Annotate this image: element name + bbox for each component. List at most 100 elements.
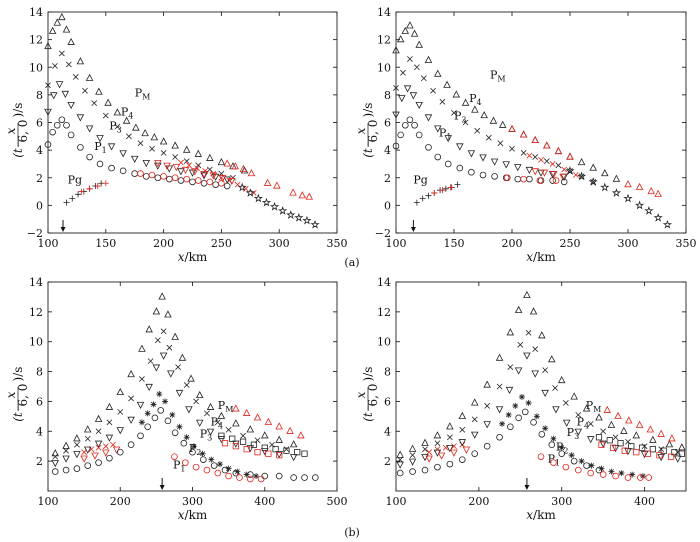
data-point xyxy=(393,85,399,91)
data-point xyxy=(85,125,94,133)
data-point xyxy=(175,364,181,370)
data-point xyxy=(560,178,568,186)
data-point xyxy=(514,305,523,313)
data-point xyxy=(514,175,522,183)
data-point xyxy=(183,434,190,441)
data-point xyxy=(662,219,673,229)
x-tick-label: 500 xyxy=(327,495,348,508)
data-point xyxy=(562,463,570,471)
data-point xyxy=(523,352,531,360)
y-axis-title-suffix: )/s xyxy=(11,367,25,382)
data-point xyxy=(525,399,532,406)
data-point xyxy=(272,446,279,453)
data-point xyxy=(55,81,64,89)
data-point xyxy=(223,159,231,167)
data-point xyxy=(443,80,451,88)
data-point xyxy=(231,162,240,170)
data-point xyxy=(499,420,506,427)
data-point xyxy=(632,431,641,439)
data-point xyxy=(531,135,539,144)
data-point xyxy=(182,145,191,153)
data-point xyxy=(645,474,653,481)
data-point xyxy=(583,462,590,469)
data-point xyxy=(199,450,206,457)
data-point xyxy=(396,35,405,43)
data-point xyxy=(403,85,412,93)
data-point xyxy=(283,447,290,454)
data-point xyxy=(276,452,283,459)
data-point xyxy=(67,101,75,110)
data-point xyxy=(116,448,124,456)
data-point xyxy=(51,460,59,468)
data-point xyxy=(289,440,298,448)
data-point xyxy=(106,419,113,426)
data-point xyxy=(48,26,57,34)
series-triangle-up-red xyxy=(603,405,676,442)
data-point xyxy=(253,193,264,203)
data-point xyxy=(507,423,514,431)
data-point xyxy=(130,155,139,163)
data-point xyxy=(269,201,280,211)
data-point xyxy=(225,472,232,480)
data-point xyxy=(119,150,127,158)
y-tick-label: 14 xyxy=(29,276,43,289)
data-point xyxy=(532,154,539,160)
data-point xyxy=(601,169,609,177)
data-point xyxy=(275,422,283,430)
data-point xyxy=(74,441,80,448)
y-tick-label: 6 xyxy=(384,117,391,130)
phase-label: Pg xyxy=(413,173,427,186)
data-point xyxy=(433,125,442,133)
data-point xyxy=(217,436,226,444)
series-circle-black xyxy=(51,407,319,481)
data-point xyxy=(612,434,619,441)
y-tick-label: 4 xyxy=(384,144,391,157)
data-point xyxy=(431,189,438,196)
x-tick-label: 400 xyxy=(634,495,655,508)
series-triangle-down-black xyxy=(396,352,682,469)
y-tick-label: 8 xyxy=(384,89,391,102)
data-point xyxy=(172,164,181,172)
data-point xyxy=(462,446,471,454)
data-point xyxy=(540,169,549,177)
data-point xyxy=(446,422,454,430)
data-point xyxy=(624,448,632,456)
data-point xyxy=(137,140,144,147)
data-point xyxy=(52,62,58,69)
data-point xyxy=(526,152,533,159)
data-point xyxy=(668,434,676,442)
phase-label: P1 xyxy=(173,459,186,474)
data-point xyxy=(654,189,662,197)
y-tick-label: 14 xyxy=(29,6,43,19)
series-square-black xyxy=(218,432,308,457)
data-point xyxy=(574,466,582,474)
data-point xyxy=(523,290,531,299)
series-triangle-down-black xyxy=(51,352,298,468)
data-point xyxy=(570,392,578,400)
series-circle-red xyxy=(504,174,560,184)
x-axis-title: x/km xyxy=(526,508,556,522)
data-point xyxy=(415,40,423,48)
data-point xyxy=(185,406,193,414)
data-point xyxy=(246,425,255,433)
x-tick-label: 300 xyxy=(551,495,572,508)
data-point xyxy=(82,87,88,94)
data-point xyxy=(406,116,414,124)
data-point xyxy=(171,332,179,340)
data-point xyxy=(78,188,85,195)
data-point xyxy=(162,398,169,405)
y-tick-label: 12 xyxy=(29,306,43,319)
y-axis-title-suffix: )/s xyxy=(361,367,375,382)
data-point xyxy=(572,172,579,178)
y-tick-label: 10 xyxy=(29,61,43,74)
phase-label: P1 xyxy=(548,453,561,468)
data-point xyxy=(552,385,558,391)
data-point xyxy=(413,64,420,71)
data-point xyxy=(621,447,628,454)
data-point xyxy=(247,471,254,478)
panel-tag-a: (a) xyxy=(344,256,359,269)
data-point xyxy=(607,420,616,428)
data-point xyxy=(392,111,400,119)
data-point xyxy=(239,164,248,173)
data-point xyxy=(102,180,109,187)
